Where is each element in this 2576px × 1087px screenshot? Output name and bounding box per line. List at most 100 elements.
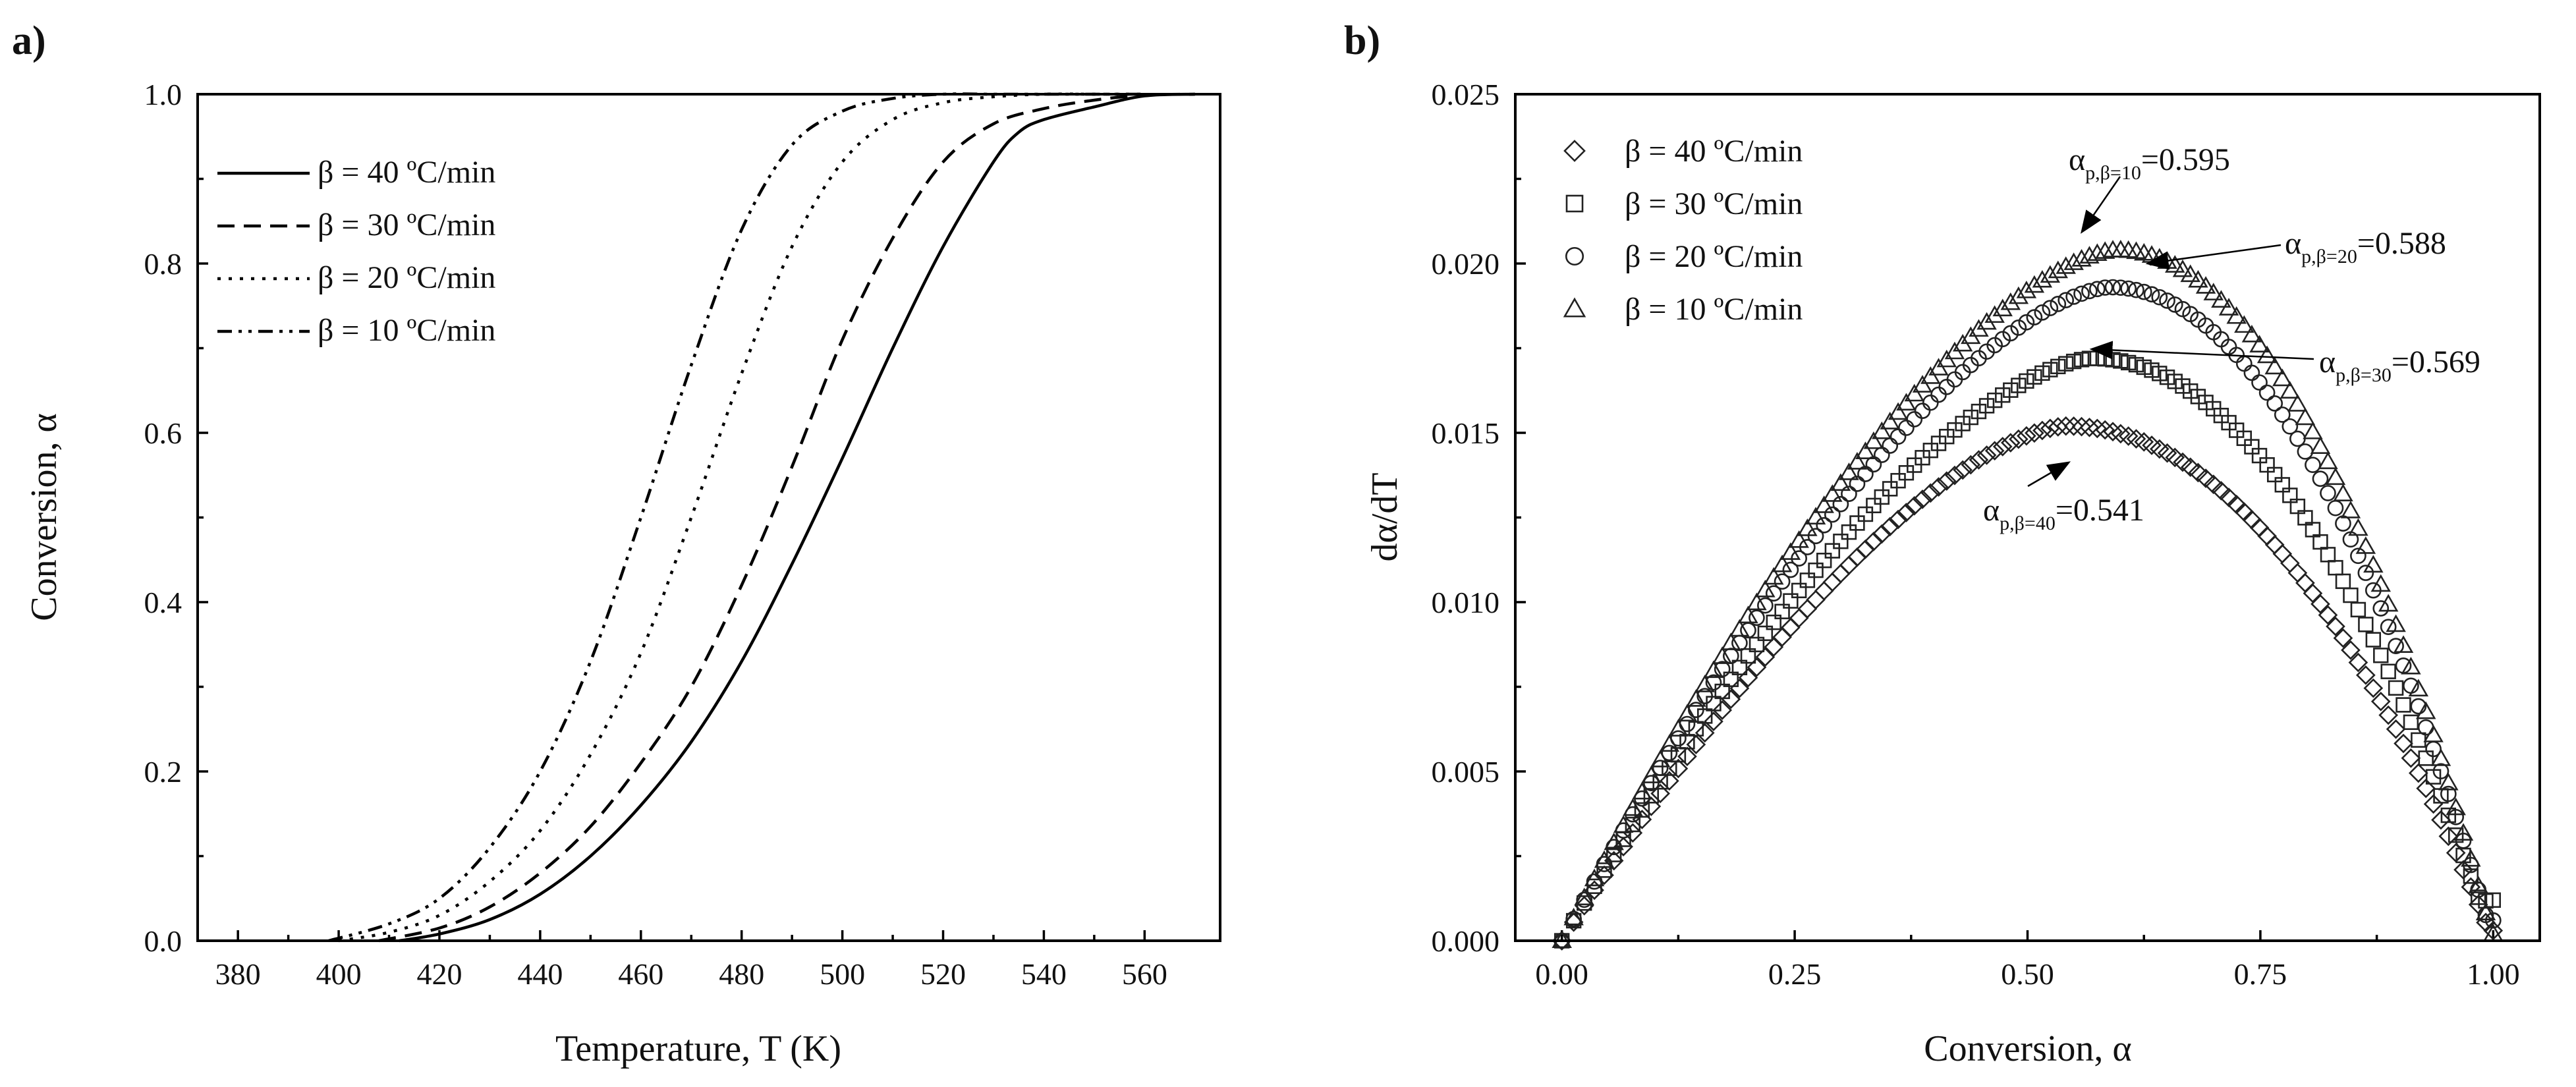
y-tick-label: 0.0	[144, 924, 182, 958]
data-point	[1847, 452, 1868, 470]
data-point	[2135, 283, 2152, 300]
data-point	[2446, 797, 2466, 816]
data-point	[1782, 561, 1799, 578]
data-point	[1670, 747, 1687, 763]
data-point	[2378, 594, 2399, 612]
data-point	[2120, 354, 2137, 371]
data-point	[1791, 582, 1807, 599]
data-point	[2461, 849, 2481, 867]
data-point	[2203, 283, 2224, 300]
x-tick-label: 460	[618, 957, 663, 991]
data-point	[1594, 865, 1614, 885]
data-point	[2423, 794, 2444, 814]
data-point	[1632, 781, 1652, 800]
data-point	[2050, 358, 2066, 375]
data-point	[2241, 324, 2262, 343]
data-point	[2087, 243, 2108, 262]
data-point	[1604, 832, 1624, 850]
data-point	[2340, 501, 2361, 518]
data-point	[1668, 758, 1689, 779]
data-point	[1978, 398, 1995, 414]
data-point	[2438, 826, 2459, 847]
data-point	[2448, 808, 2465, 825]
x-tick-label: 560	[1122, 957, 1167, 991]
data-point	[1563, 907, 1584, 926]
data-point	[1757, 597, 1774, 614]
x-tick-label: 0.75	[2234, 957, 2287, 991]
data-point	[1613, 815, 1634, 833]
x-axis-a: 380 400 420 440 460 480 500 520 540 560	[215, 930, 1167, 991]
data-point	[1808, 562, 1824, 578]
data-point	[2095, 420, 2115, 440]
data-point	[2415, 701, 2436, 719]
data-point	[2258, 384, 2276, 401]
x-axis-title-b: Conversion, α	[1924, 1028, 2132, 1069]
data-point	[1679, 715, 1696, 733]
series-group-b	[1552, 239, 2504, 951]
chart-b: b) 0.00 0.25 0.50 0.75 1.00 0.0000.0050.0100…	[1344, 18, 2541, 1069]
data-point	[1992, 437, 2013, 457]
data-point	[1797, 599, 1818, 619]
data-point	[1806, 590, 1826, 610]
data-point	[2287, 563, 2308, 583]
data-point	[2226, 306, 2247, 324]
data-point	[1841, 524, 1857, 540]
data-point	[1832, 495, 1849, 513]
data-point	[2303, 583, 2323, 603]
data-point	[2096, 279, 2114, 296]
data-point	[1873, 447, 1890, 463]
data-point	[1797, 518, 1818, 536]
data-point	[1729, 619, 1750, 637]
data-point	[2266, 395, 2283, 412]
data-point	[2416, 778, 2436, 798]
data-point	[1740, 648, 1756, 664]
data-point	[2264, 535, 2285, 555]
data-point	[2166, 296, 2183, 313]
chart-a: a) 380 400 420 440 460 480 500 520 540 560 0.0 0.2…	[12, 18, 1221, 1069]
data-point	[2063, 416, 2084, 436]
data-point	[2370, 574, 2391, 592]
data-point	[1650, 783, 1670, 804]
data-point	[2180, 457, 2200, 478]
data-point	[2333, 628, 2353, 648]
y-tick-label: 0.2	[144, 755, 182, 789]
data-point	[1738, 605, 1758, 624]
data-point	[2348, 518, 2368, 536]
data-point	[2073, 285, 2090, 302]
data-point	[1723, 671, 1739, 687]
annotations-b: αp,β=10=0.595 αp,β=20=0.588 αp,β=30=0.569 α…	[1983, 142, 2480, 534]
data-point	[2484, 912, 2502, 929]
annotation-arrow-3	[2089, 341, 2314, 360]
data-point	[2463, 868, 2479, 884]
data-point	[2175, 378, 2191, 394]
data-point	[2280, 553, 2300, 573]
y-tick-label: 0.6	[144, 416, 182, 450]
data-point	[2040, 265, 2061, 283]
data-point	[2056, 416, 2076, 436]
data-point	[2475, 903, 2496, 921]
data-point	[1857, 506, 1874, 522]
data-point	[2358, 617, 2374, 632]
annotation-arrow-1	[2081, 176, 2121, 234]
data-point	[2408, 763, 2428, 783]
legend-label-3: β = 20 ºC/min	[1625, 239, 1803, 274]
data-point	[2120, 280, 2137, 297]
data-point	[1930, 386, 1947, 403]
series-1	[1552, 416, 2504, 951]
data-point	[2159, 369, 2175, 385]
data-point	[2333, 484, 2353, 501]
series-line-2	[378, 92, 1195, 943]
data-point	[1849, 515, 1865, 531]
y-axis-a: 0.0 0.2 0.4 0.6 0.8 1.0	[144, 78, 208, 958]
data-point	[2094, 241, 2115, 259]
data-point	[2356, 665, 2376, 685]
panel-label-b: b)	[1344, 18, 1380, 63]
data-point	[1814, 495, 1834, 513]
data-point	[1945, 465, 1965, 486]
data-point	[2128, 356, 2144, 373]
data-point	[1686, 689, 1706, 707]
data-point	[2065, 353, 2082, 370]
data-point	[2079, 246, 2100, 264]
data-point	[2152, 366, 2168, 381]
data-point	[1995, 387, 2011, 403]
